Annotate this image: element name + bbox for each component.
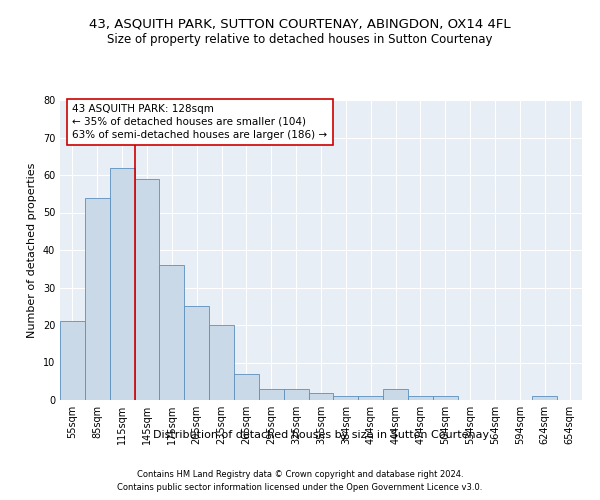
Bar <box>308 392 334 400</box>
Bar <box>60 322 85 400</box>
Bar <box>433 396 458 400</box>
Bar <box>234 374 259 400</box>
Text: 43 ASQUITH PARK: 128sqm
← 35% of detached houses are smaller (104)
63% of semi-d: 43 ASQUITH PARK: 128sqm ← 35% of detache… <box>73 104 328 140</box>
Y-axis label: Number of detached properties: Number of detached properties <box>27 162 37 338</box>
Bar <box>408 396 433 400</box>
Text: Contains HM Land Registry data © Crown copyright and database right 2024.: Contains HM Land Registry data © Crown c… <box>137 470 463 479</box>
Text: Size of property relative to detached houses in Sutton Courtenay: Size of property relative to detached ho… <box>107 32 493 46</box>
Bar <box>134 179 160 400</box>
Bar <box>358 396 383 400</box>
Bar <box>184 306 209 400</box>
Text: 43, ASQUITH PARK, SUTTON COURTENAY, ABINGDON, OX14 4FL: 43, ASQUITH PARK, SUTTON COURTENAY, ABIN… <box>89 18 511 30</box>
Bar <box>209 325 234 400</box>
Bar <box>532 396 557 400</box>
Bar <box>383 389 408 400</box>
Bar <box>334 396 358 400</box>
Bar <box>110 168 134 400</box>
Bar <box>259 389 284 400</box>
Bar <box>85 198 110 400</box>
Text: Distribution of detached houses by size in Sutton Courtenay: Distribution of detached houses by size … <box>153 430 489 440</box>
Text: Contains public sector information licensed under the Open Government Licence v3: Contains public sector information licen… <box>118 484 482 492</box>
Bar <box>284 389 308 400</box>
Bar <box>160 265 184 400</box>
